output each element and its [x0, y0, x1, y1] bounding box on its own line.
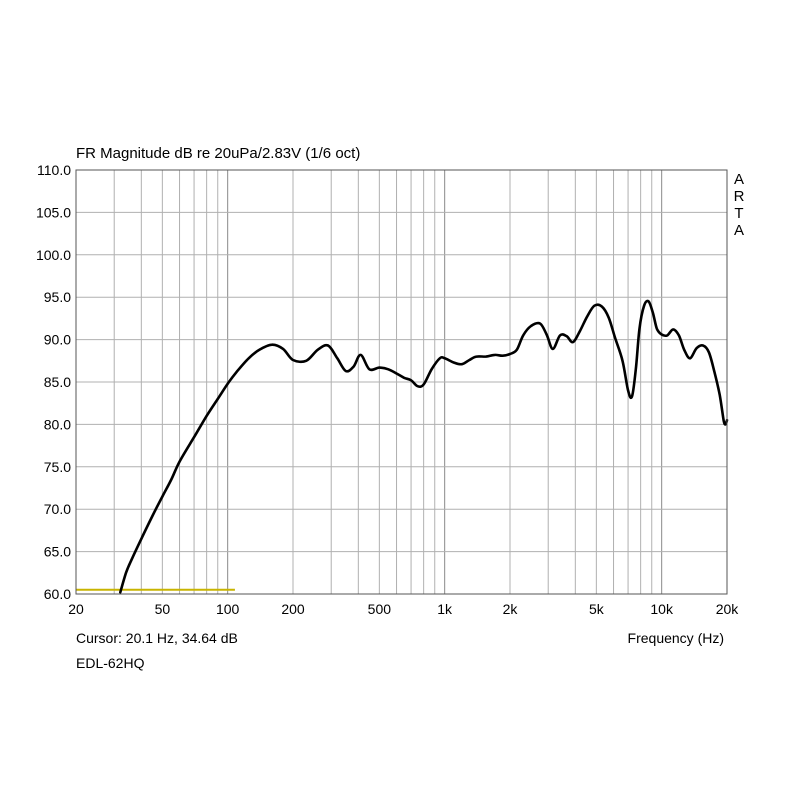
- chart-title: FR Magnitude dB re 20uPa/2.83V (1/6 oct): [76, 145, 361, 162]
- brand-letter: T: [734, 205, 744, 222]
- x-tick-label: 100: [216, 601, 240, 617]
- x-tick-label: 500: [368, 601, 392, 617]
- y-tick-label: 100.0: [36, 247, 71, 263]
- device-name: EDL-62HQ: [76, 655, 145, 671]
- data-series: [76, 299, 729, 594]
- y-tick-label: 90.0: [44, 332, 71, 348]
- y-tick-label: 80.0: [44, 416, 71, 432]
- y-tick-label: 70.0: [44, 501, 71, 517]
- x-tick-label: 10k: [650, 601, 674, 617]
- x-axis-label: Frequency (Hz): [627, 630, 724, 646]
- x-tick-label: 2k: [503, 601, 519, 617]
- x-tick-label: 20k: [716, 601, 740, 617]
- brand-letter: R: [733, 188, 745, 205]
- y-tick-label: 110.0: [37, 162, 71, 178]
- axis-tick-labels: 110.0 105.0 100.0 95.0 90.0 85.0 80.0 75.0 70.0 6…: [36, 162, 739, 617]
- x-tick-label: 5k: [589, 601, 605, 617]
- y-tick-label: 75.0: [44, 459, 71, 475]
- y-tick-label: 65.0: [44, 544, 71, 560]
- y-tick-label: 95.0: [44, 289, 71, 305]
- x-tick-label: 200: [281, 601, 305, 617]
- y-tick-label: 85.0: [44, 374, 71, 390]
- y-tick-label: 60.0: [44, 586, 71, 602]
- x-tick-label: 20: [68, 601, 84, 617]
- plot-frame: [75, 169, 728, 595]
- x-tick-label: 50: [155, 601, 171, 617]
- arta-brand: A R T A: [732, 171, 746, 239]
- frequency-response-line: [119, 299, 729, 594]
- y-tick-label: 105.0: [36, 204, 71, 220]
- grid-lines: [75, 169, 728, 595]
- brand-letter: A: [733, 171, 744, 188]
- cursor-readout: Cursor: 20.1 Hz, 34.64 dB: [76, 630, 238, 646]
- brand-letter: A: [733, 222, 744, 239]
- x-tick-label: 1k: [437, 601, 453, 617]
